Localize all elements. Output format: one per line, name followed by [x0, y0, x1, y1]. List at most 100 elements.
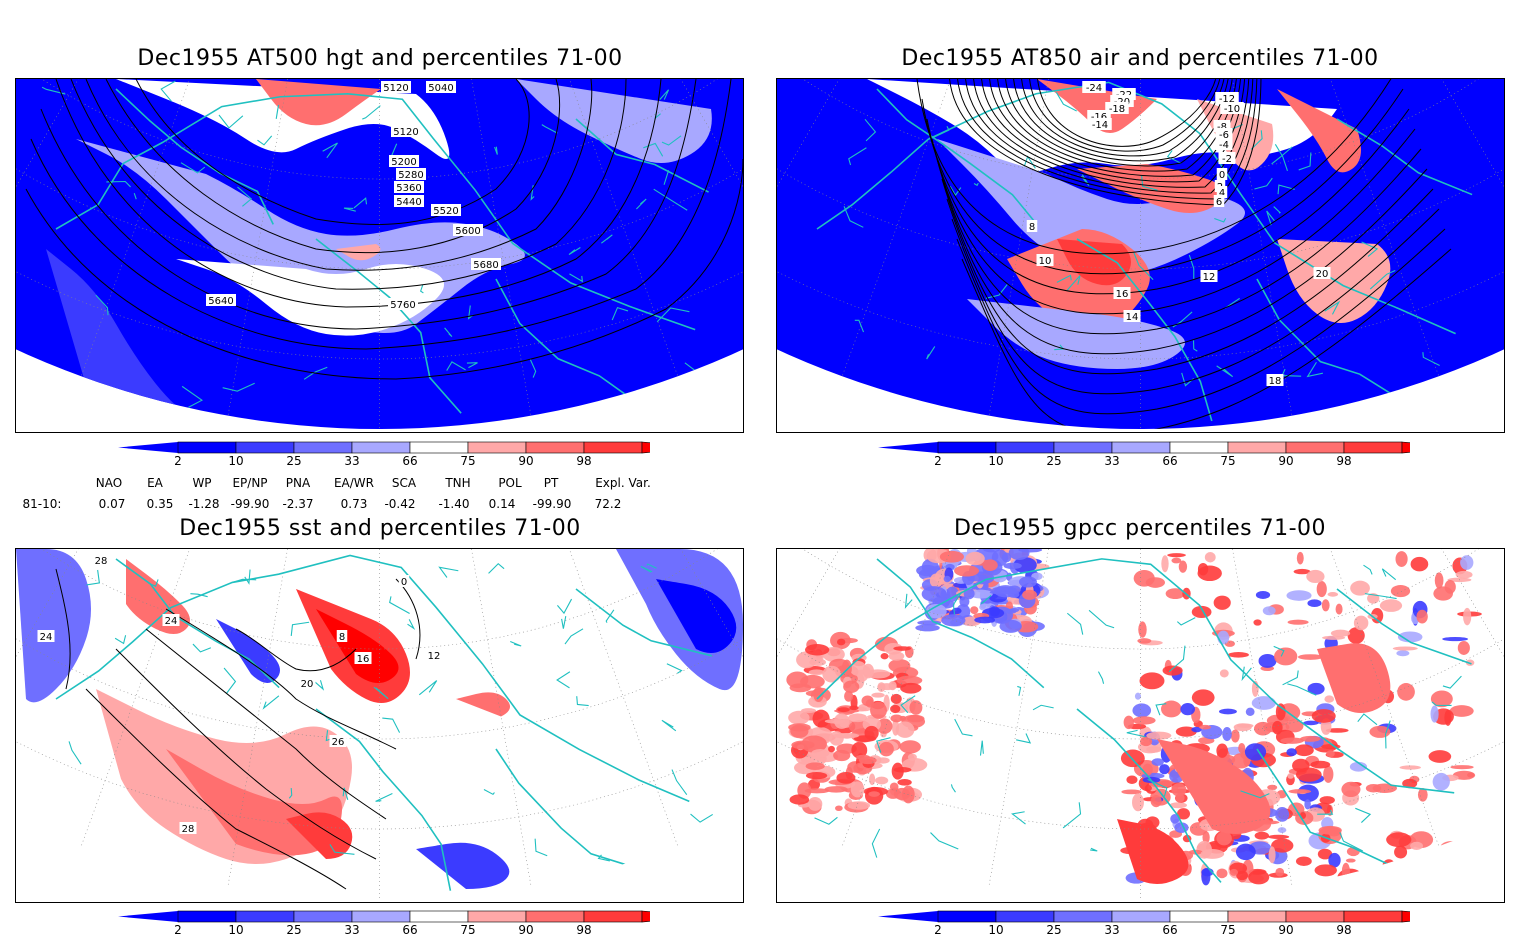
anomaly-cell [789, 794, 810, 805]
anomaly-cell [899, 740, 921, 754]
grid-parallel [777, 79, 1504, 360]
border-line [843, 206, 864, 228]
anomaly-cell [811, 748, 830, 758]
border-line [342, 787, 349, 800]
border-line [900, 695, 916, 714]
anomaly-cell [1191, 726, 1202, 733]
coastline [876, 558, 1045, 689]
anomaly-cell [1238, 742, 1246, 754]
anomaly-cell [870, 701, 887, 719]
index-value: -99.90 [230, 497, 270, 511]
contour-line [165, 608, 397, 750]
border-line [389, 596, 410, 615]
border-line [871, 828, 881, 858]
contour-label: 14 [1126, 312, 1139, 323]
contour-label-bg [1036, 254, 1054, 266]
colorbar-arrow-left [118, 911, 178, 922]
border-line [814, 816, 838, 825]
border-line [534, 838, 548, 857]
anomaly-cell [1432, 772, 1450, 791]
border-line [1056, 274, 1072, 283]
contour-label: -18 [1109, 104, 1125, 115]
anomaly-cell [1180, 703, 1196, 716]
coastline [876, 88, 1038, 226]
anomaly-cell [1229, 868, 1238, 876]
index-value: 0.14 [488, 497, 516, 511]
colorbar-segment [1053, 441, 1113, 454]
anomaly-cell [1160, 700, 1182, 718]
colorbar-segment [525, 441, 585, 454]
anomaly-region [1197, 99, 1274, 171]
colorbar-segment [583, 910, 643, 923]
anomaly-cell [833, 749, 851, 762]
contour-label: -14 [1092, 120, 1108, 131]
anomaly-cell [1428, 750, 1452, 763]
anomaly-cell [1022, 589, 1037, 600]
anomaly-cell [875, 776, 889, 785]
border-line [876, 737, 891, 753]
colorbar-segment [293, 910, 353, 923]
anomaly-cell [1216, 743, 1228, 758]
contour-label: 18 [1269, 376, 1282, 387]
border-line [466, 362, 478, 369]
anomaly-cell [893, 646, 912, 651]
anomaly-cell [1144, 784, 1152, 792]
anomaly-cell [896, 675, 923, 686]
contour-label-bg [162, 614, 180, 626]
colorbar-segment [1111, 910, 1171, 923]
anomaly-cell [909, 700, 923, 715]
anomaly-cell [1430, 690, 1453, 708]
colorbar-tick-label: 75 [1220, 454, 1235, 468]
anomaly-cell [941, 614, 966, 627]
border-line [1273, 206, 1281, 214]
border-line [1271, 146, 1293, 165]
border-line [382, 717, 401, 733]
anomaly-cell [889, 782, 899, 792]
anomaly-cell [1410, 556, 1429, 572]
border-line [231, 578, 257, 584]
contour-label: 5680 [473, 260, 498, 271]
contour-line [936, 148, 1422, 335]
anomaly-cell [1267, 784, 1278, 791]
anomaly-cell [1142, 763, 1153, 776]
anomaly-region [286, 812, 353, 859]
border-line [1062, 802, 1082, 829]
contour-label: 5640 [208, 296, 233, 307]
border-line [86, 569, 100, 586]
border-line [181, 385, 203, 408]
contour-label: 16 [1116, 289, 1129, 300]
contour-label: -12 [1219, 94, 1235, 105]
anomaly-cell [1449, 705, 1474, 717]
coastline [315, 708, 452, 891]
border-line [420, 284, 424, 294]
colorbar-tick-label: 90 [1278, 923, 1293, 937]
contour-label-bg [394, 181, 424, 193]
anomaly-cell [1293, 568, 1311, 575]
contour-label: 5280 [398, 170, 423, 181]
border-line [950, 784, 956, 793]
colorbar-segment [1169, 441, 1229, 454]
anomaly-cell [1137, 638, 1152, 644]
anomaly-cell [807, 796, 823, 811]
anomaly-cell [1244, 743, 1267, 761]
panel-title-gpcc: Dec1955 gpcc percentiles 71-00 [953, 516, 1327, 541]
anomaly-region [46, 249, 202, 429]
contour-label: 6 [1216, 197, 1222, 208]
anomaly-cell [1294, 744, 1314, 757]
anomaly-cell [1132, 703, 1152, 718]
anomaly-cell [843, 680, 860, 693]
border-line [262, 695, 280, 710]
index-header: WP [192, 476, 212, 490]
anomaly-cell [959, 596, 970, 607]
grid-parallel [777, 549, 1504, 830]
anomaly-cell [1216, 868, 1228, 879]
border-line [1254, 177, 1273, 190]
colorbar-tick-label: 10 [228, 923, 243, 937]
border-line [160, 80, 176, 102]
border-line [1306, 361, 1323, 378]
border-line [1126, 729, 1146, 738]
index-header: SCA [391, 476, 417, 490]
anomaly-cell [786, 671, 809, 689]
anomaly-cell [1254, 831, 1270, 840]
coastline [315, 238, 462, 414]
